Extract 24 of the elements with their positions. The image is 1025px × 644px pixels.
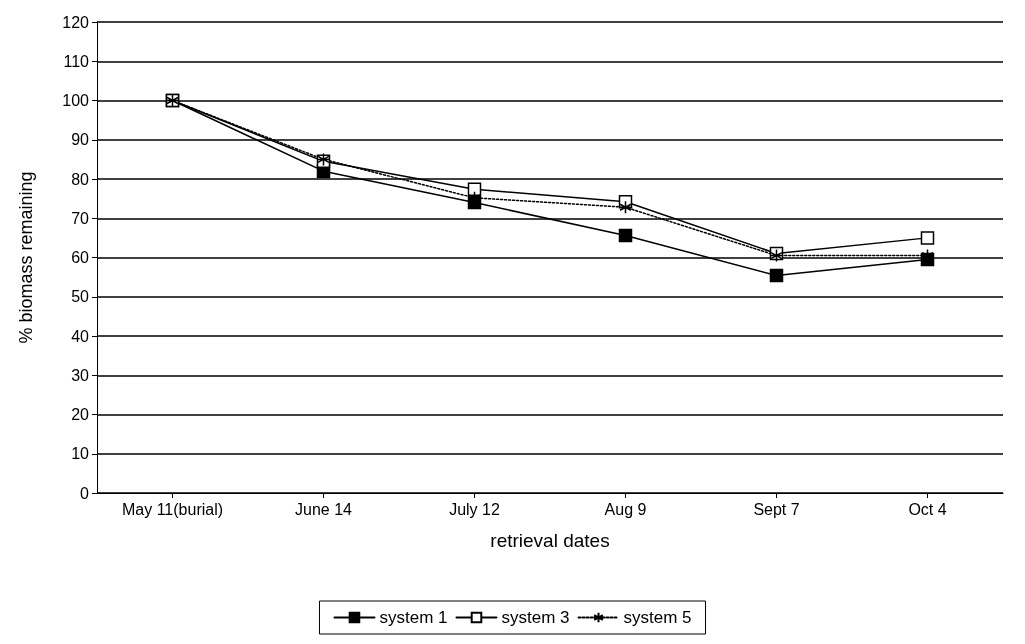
y-tick-label: 110	[63, 52, 90, 70]
y-tick-label: 10	[71, 445, 90, 463]
x-tick-label: Aug 9	[604, 500, 647, 518]
x-tick-label: Sept 7	[753, 500, 800, 518]
legend-label: system 5	[623, 608, 692, 627]
x-tick-label: May 11(burial)	[121, 500, 224, 518]
y-axis-title: % biomass remaining	[16, 171, 36, 344]
y-tick-label: 20	[71, 406, 90, 423]
y-tick-label: 50	[71, 288, 90, 306]
legend-label: system 3	[501, 608, 570, 627]
y-tick-label: 60	[71, 249, 90, 266]
x-tick-label: Oct 4	[908, 500, 947, 518]
legend-label: system 1	[379, 608, 448, 627]
x-tick-label: June 14	[295, 500, 353, 518]
x-tick-label: July 12	[449, 500, 500, 518]
y-tick-label: 100	[62, 92, 90, 109]
y-tick-label: 30	[71, 366, 90, 384]
y-tick-label: 90	[71, 131, 90, 149]
y-tick-label: 80	[71, 170, 90, 188]
x-axis-title: retrieval dates	[490, 530, 610, 551]
y-tick-label: 0	[80, 484, 90, 502]
y-tick-label: 40	[71, 327, 90, 345]
y-tick-label: 70	[71, 209, 90, 227]
y-tick-label: 120	[62, 13, 90, 31]
